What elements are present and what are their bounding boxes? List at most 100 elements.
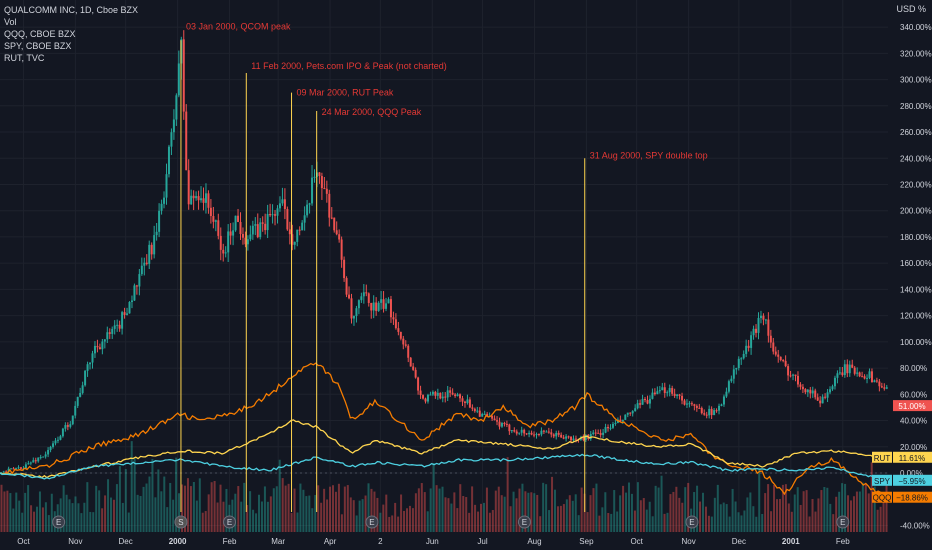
candle-body <box>774 351 777 355</box>
annotation-label: 24 Mar 2000, QQQ Peak <box>322 107 422 117</box>
volume-bar <box>539 516 542 532</box>
volume-bar <box>408 505 411 532</box>
volume-bar <box>669 494 672 532</box>
candle-body <box>755 328 758 333</box>
candle-body <box>145 262 148 264</box>
candle-body <box>493 418 496 421</box>
legend-spy: SPY, CBOE BZX <box>4 41 72 51</box>
candle-body <box>320 176 323 189</box>
volume-bar <box>497 486 500 532</box>
volume-bar <box>781 484 784 532</box>
candle-body <box>525 433 528 435</box>
candle-body <box>505 423 508 425</box>
candle-body <box>737 358 740 369</box>
volume-bar <box>468 512 471 532</box>
candle-body <box>426 394 429 402</box>
candle-body <box>557 432 560 435</box>
candle-body <box>204 193 207 203</box>
volume-bar <box>512 491 515 532</box>
candle-body <box>885 387 888 389</box>
volume-bar <box>21 512 24 532</box>
volume-bar <box>583 493 586 532</box>
candle-body <box>621 419 624 422</box>
candle-body <box>135 285 138 287</box>
volume-bar <box>746 497 749 532</box>
volume-bar <box>704 506 707 532</box>
candle-body <box>796 375 799 385</box>
volume-bar <box>65 494 68 532</box>
candle-body <box>264 223 267 231</box>
volume-bar <box>580 487 583 532</box>
volume-bar <box>651 516 654 532</box>
x-tick-label: Oct <box>630 537 643 546</box>
candle-body <box>234 215 237 231</box>
candle-body <box>599 433 602 435</box>
volume-bar <box>148 476 151 532</box>
candle-body <box>165 174 168 198</box>
volume-bar <box>565 499 568 532</box>
volume-bar <box>805 490 808 532</box>
volume-bar <box>645 509 648 532</box>
volume-bar <box>370 488 373 532</box>
candle-body <box>32 460 35 463</box>
volume-bar <box>548 510 551 532</box>
candle-body <box>345 278 348 295</box>
volume-bar <box>767 484 770 532</box>
candle-body <box>185 111 188 171</box>
candle-body <box>648 398 651 404</box>
last-value-text: 11.61% <box>899 454 926 463</box>
volume-bar <box>361 499 364 532</box>
volume-bar <box>832 514 835 532</box>
candle-body <box>244 237 247 245</box>
candle-body <box>2 471 5 473</box>
volume-bar <box>480 503 482 532</box>
volume-bar <box>112 499 115 532</box>
volume-bar <box>693 492 696 532</box>
candle-body <box>868 371 871 378</box>
candle-body <box>158 210 161 232</box>
candle-body <box>392 317 395 320</box>
volume-bar <box>101 508 104 532</box>
candle-body <box>486 413 489 417</box>
last-value-box <box>893 400 932 412</box>
candle-body <box>565 436 568 439</box>
candle-body <box>113 325 116 329</box>
last-value-tag <box>872 491 892 503</box>
y-tick-label: 80.00% <box>900 364 927 373</box>
candle-body <box>372 302 375 311</box>
candle-body <box>683 400 686 405</box>
volume-bar <box>885 485 888 532</box>
candle-body <box>681 395 684 401</box>
volume-bar <box>752 506 755 532</box>
earnings-marker <box>836 515 850 529</box>
volume-bar <box>272 488 275 532</box>
candle-body <box>350 298 353 319</box>
candle-body <box>757 317 760 333</box>
candle-body <box>330 217 333 219</box>
volume-bar <box>500 495 503 532</box>
candle-body <box>668 388 671 393</box>
volume-bar <box>459 484 462 532</box>
volume-bar <box>41 507 44 532</box>
earnings-marker <box>685 515 699 529</box>
candle-body <box>824 396 827 398</box>
earnings-marker <box>365 515 379 529</box>
volume-bar <box>260 501 263 532</box>
candle-body <box>175 95 178 120</box>
volume-bar <box>707 515 710 532</box>
x-tick-label: Dec <box>732 537 746 546</box>
candle-body <box>126 313 129 315</box>
candle-body <box>794 374 797 376</box>
volume-bar <box>814 511 817 532</box>
y-tick-label: 340.00% <box>900 23 932 32</box>
volume-bar <box>104 495 107 532</box>
volume-bar <box>281 478 284 532</box>
candle-body <box>481 413 484 417</box>
candle-body <box>387 299 390 304</box>
candle-body <box>232 230 235 236</box>
candle-body <box>323 188 326 190</box>
candle-body <box>298 229 301 231</box>
volume-bar <box>9 493 12 532</box>
series-line-spy <box>0 453 889 482</box>
